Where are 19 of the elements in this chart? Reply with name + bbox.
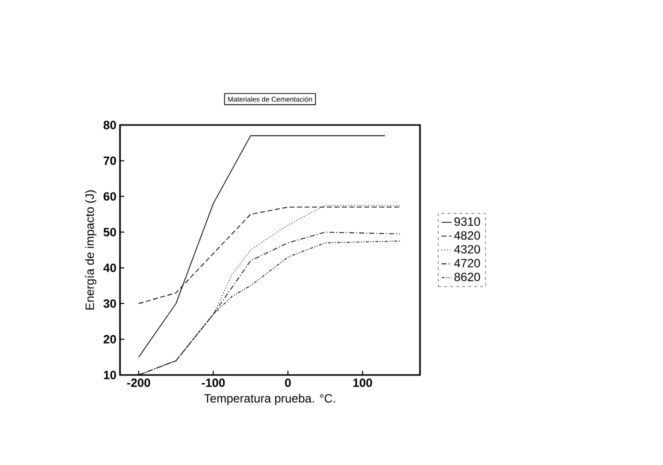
x-axis-title: Temperatura prueba. °C. xyxy=(204,394,335,405)
legend-label: 4820 xyxy=(454,231,480,240)
y-tick-label: 50 xyxy=(104,228,116,236)
y-tick-label: 80 xyxy=(104,120,116,130)
x-tick-label: -200 xyxy=(127,378,150,387)
y-tick-label: 70 xyxy=(104,156,116,165)
y-tick-label: 10 xyxy=(104,370,116,380)
legend-label: 8620 xyxy=(454,272,480,282)
legend-label: 9310 xyxy=(454,217,480,226)
y-tick-label: 30 xyxy=(103,299,116,308)
x-tick-label: 0 xyxy=(285,378,291,387)
y-tick-label: 40 xyxy=(103,264,116,272)
x-tick-label: -100 xyxy=(202,378,225,387)
legend-label: 4320 xyxy=(454,245,480,254)
y-tick-label: 20 xyxy=(104,335,116,344)
legend-label: 4720 xyxy=(454,258,480,268)
y-tick-label: 60 xyxy=(104,192,116,201)
x-tick-label: 100 xyxy=(353,378,372,387)
y-axis-title: Energía de impacto (J) xyxy=(85,190,96,310)
